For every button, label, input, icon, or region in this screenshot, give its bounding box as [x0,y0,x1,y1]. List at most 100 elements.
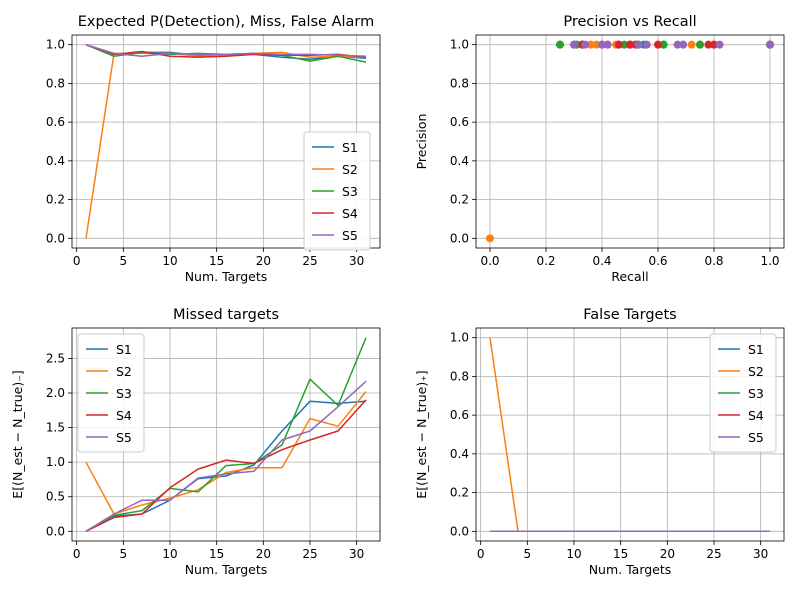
chart-title: Precision vs Recall [563,14,696,30]
y-tick-label: 0.6 [46,115,65,129]
y-tick-label: 0.8 [450,76,469,90]
axes-frame [475,327,785,542]
x-tick-label: 0.6 [648,254,667,268]
y-tick-label: 0.0 [46,231,65,245]
x-tick-label: 20 [256,254,271,268]
legend-label: S3 [342,184,358,199]
legend: S1 S2 S3 S4 S5 [303,131,371,251]
scatter-point-s2 [687,40,696,49]
x-tick-label: 0 [477,547,485,561]
x-tick-label: 10 [566,547,581,561]
x-tick-label: 15 [209,254,224,268]
y-tick-label: 1.0 [450,38,469,52]
y-axis-label: E[(N_est − N_true)₋] [10,370,25,498]
scatter-point-s5 [570,40,578,49]
x-tick-label: 0.2 [536,254,555,268]
y-tick-label: 0.2 [450,486,469,500]
chart-panel-2: 0.0 0.2 0.4 0.6 0.8 1.0 0.0 0.2 0.4 0.6 0.8 1.0 Prec… [414,14,785,284]
x-tick-label: 30 [349,254,364,268]
legend-label: S1 [342,140,358,155]
y-tick-label: 1.5 [46,421,65,435]
axes-frame [71,327,381,542]
series-line-s4 [85,399,367,532]
scatter-point-s5 [679,40,688,49]
y-tick-label: 0.4 [450,154,469,168]
axes-frame [475,34,785,249]
legend-label: S5 [116,430,132,445]
scatter-point-s5 [766,40,774,49]
scatter-point-s5 [715,40,724,49]
x-tick-label: 0.0 [480,254,499,268]
x-tick-label: 0 [73,547,81,561]
y-tick-label: 0.0 [46,524,65,538]
x-tick-label: 25 [302,547,317,561]
x-axis-label: Recall [611,269,648,284]
y-tick-label: 0.2 [450,193,469,207]
y-tick-label: 1.0 [450,331,469,345]
scatter-point-s5 [642,40,651,49]
x-tick-label: 5 [120,254,128,268]
scatter-point-s4 [704,40,713,49]
legend-frame [303,131,371,251]
scatter-point-s5 [581,40,590,49]
scatter-point-s4 [626,40,634,49]
x-tick-label: 0.4 [592,254,611,268]
scatter-point-s5 [598,40,606,49]
x-tick-label: 25 [302,254,317,268]
x-tick-label: 20 [660,547,675,561]
legend-label: S1 [748,342,764,357]
x-tick-label: 15 [613,547,628,561]
y-tick-label: 0.4 [450,447,469,461]
x-tick-label: 30 [349,547,364,561]
series-line-s2 [85,391,367,515]
legend-label: S4 [342,206,358,221]
scatter-point-s4 [710,40,718,49]
x-tick-label: 20 [256,547,271,561]
scatter-point-s4 [654,40,662,49]
series-line-s5 [85,43,367,58]
y-tick-label: 0.8 [46,76,65,90]
y-tick-label: 1.0 [46,455,65,469]
scatter-point-s2 [586,40,595,49]
scatter-point-s3 [696,40,704,49]
legend: S1 S2 S3 S4 S5 [709,333,777,453]
scatter-point-s5 [603,40,612,49]
grid [476,35,784,248]
y-tick-label: 0.4 [46,154,65,168]
y-tick-label: 0.2 [46,193,65,207]
legend-label: S5 [342,228,358,243]
y-tick-label: 0.5 [46,490,65,504]
axes-frame [71,34,381,249]
legend-label: S2 [342,162,358,177]
x-tick-label: 10 [162,547,177,561]
legend: S1 S2 S3 S4 S5 [77,333,145,453]
series-line-s3 [85,337,367,532]
legend-frame [77,333,145,453]
legend-label: S2 [748,364,764,379]
x-tick-label: 15 [209,547,224,561]
x-tick-label: 25 [706,547,721,561]
scatter-point-s2 [486,234,494,243]
scatter-point-s2 [592,40,601,49]
x-tick-label: 0.8 [704,254,723,268]
x-axis-label: Num. Targets [185,269,268,284]
scatter-point-s3 [556,40,564,49]
x-tick-label: 30 [753,547,768,561]
y-axis-label: Precision [414,114,429,170]
y-tick-label: 0.6 [450,115,469,129]
chart-panel-4: 0 5 10 15 20 25 30 0.0 0.2 0.4 0.6 0.8 1.0 False Targ… [414,307,785,577]
y-tick-label: 2.0 [46,386,65,400]
scatter-point-s4 [614,40,623,49]
chart-panel-3: 0 5 10 15 20 25 30 0.0 0.5 1.0 1.5 2.0 2.5 Missed tar… [10,307,381,577]
legend-frame [709,333,777,453]
chart-panel-1: 0 5 10 15 20 25 30 0.0 0.2 0.4 0.6 0.8 1.0 Expected P… [46,14,381,284]
legend-label: S3 [748,386,764,401]
legend-label: S3 [116,386,132,401]
legend-label: S1 [116,342,132,357]
chart-title: False Targets [583,307,676,323]
x-tick-label: 5 [524,547,532,561]
x-tick-label: 1.0 [760,254,779,268]
x-tick-label: 5 [120,547,128,561]
legend-label: S5 [748,430,764,445]
